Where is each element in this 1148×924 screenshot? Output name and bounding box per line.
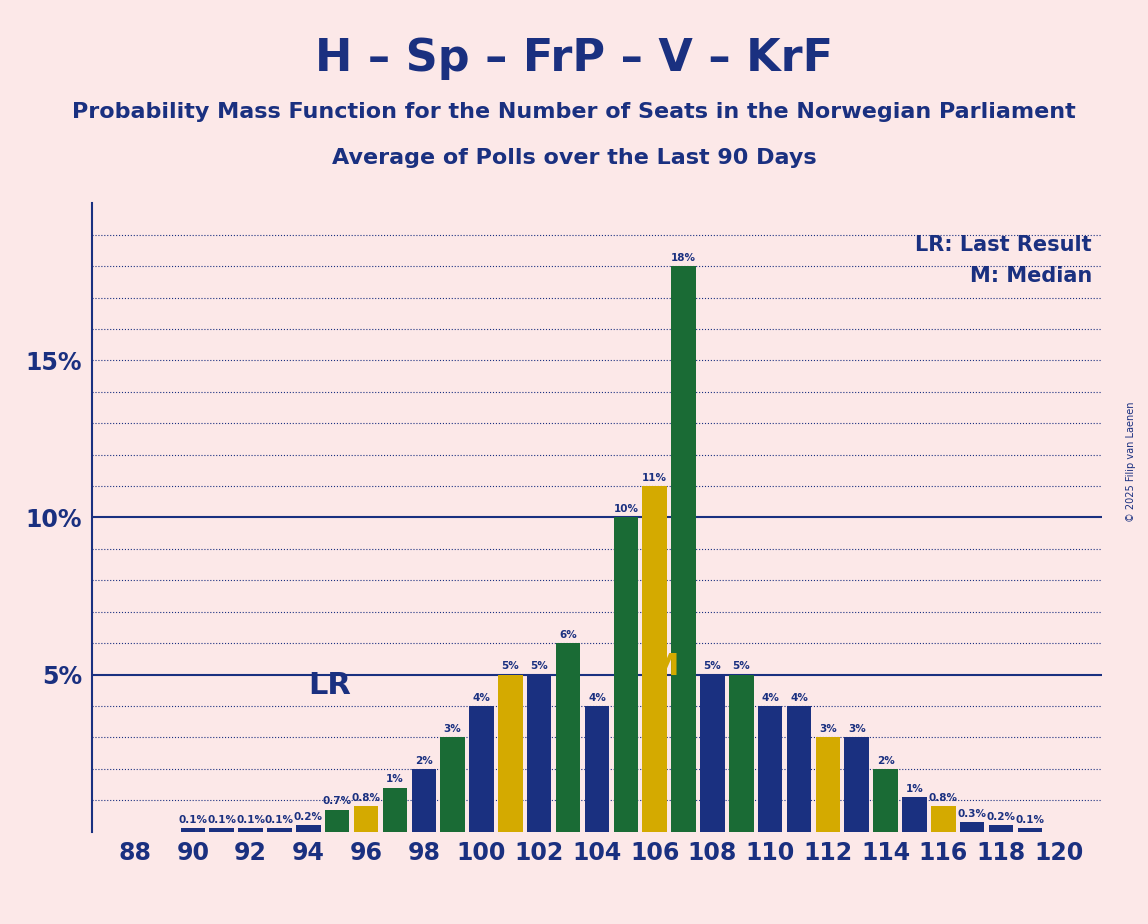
Text: H – Sp – FrP – V – KrF: H – Sp – FrP – V – KrF [315,37,833,80]
Text: 3%: 3% [444,724,461,735]
Bar [729,675,753,832]
Bar [180,829,205,832]
Text: 6%: 6% [559,630,577,640]
Bar [1017,829,1042,832]
Bar [815,737,840,832]
Text: 0.1%: 0.1% [208,815,236,825]
Text: 0.8%: 0.8% [351,794,380,803]
Text: 1%: 1% [386,774,404,784]
Text: 4%: 4% [790,693,808,703]
Text: 5%: 5% [732,662,750,672]
Bar [874,769,898,832]
Bar [498,675,522,832]
Text: M: M [649,651,678,681]
Text: Probability Mass Function for the Number of Seats in the Norwegian Parliament: Probability Mass Function for the Number… [72,102,1076,122]
Text: LR: Last Result: LR: Last Result [915,235,1092,255]
Text: 4%: 4% [761,693,779,703]
Bar [672,266,696,832]
Bar [931,807,955,832]
Bar [988,825,1014,832]
Bar [239,829,263,832]
Bar [613,517,638,832]
Text: 0.3%: 0.3% [957,809,986,819]
Text: 5%: 5% [530,662,548,672]
Text: 2%: 2% [877,756,894,766]
Text: 2%: 2% [414,756,433,766]
Text: LR: LR [309,671,351,699]
Text: 0.7%: 0.7% [323,796,351,807]
Bar [758,706,783,832]
Text: 0.1%: 0.1% [178,815,208,825]
Bar [527,675,551,832]
Text: 10%: 10% [613,505,638,515]
Text: 0.2%: 0.2% [294,812,323,822]
Text: M: Median: M: Median [970,266,1092,286]
Text: 0.2%: 0.2% [986,812,1016,822]
Bar [354,807,379,832]
Text: 0.1%: 0.1% [265,815,294,825]
Bar [441,737,465,832]
Bar [325,809,349,832]
Text: 5%: 5% [502,662,519,672]
Text: 0.1%: 0.1% [1016,815,1045,825]
Bar [700,675,724,832]
Bar [556,643,581,832]
Bar [209,829,234,832]
Bar [382,787,408,832]
Text: 1%: 1% [906,784,923,794]
Bar [411,769,436,832]
Text: 5%: 5% [704,662,721,672]
Bar [845,737,869,832]
Text: 4%: 4% [473,693,490,703]
Text: Average of Polls over the Last 90 Days: Average of Polls over the Last 90 Days [332,148,816,168]
Bar [470,706,494,832]
Text: 11%: 11% [642,473,667,483]
Text: 4%: 4% [588,693,606,703]
Text: 0.1%: 0.1% [236,815,265,825]
Bar [902,797,926,832]
Text: 0.8%: 0.8% [929,794,957,803]
Bar [960,822,985,832]
Bar [786,706,812,832]
Text: 18%: 18% [672,253,696,263]
Text: 3%: 3% [848,724,866,735]
Bar [584,706,610,832]
Bar [643,486,667,832]
Text: 3%: 3% [819,724,837,735]
Bar [267,829,292,832]
Bar [296,825,320,832]
Text: © 2025 Filip van Laenen: © 2025 Filip van Laenen [1126,402,1135,522]
